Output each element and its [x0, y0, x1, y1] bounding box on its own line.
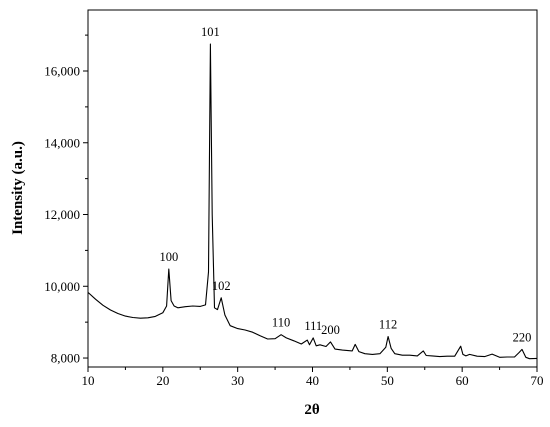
y-tick-label: 8,000	[51, 351, 80, 366]
x-axis: 10 20 30 40 50 60 70	[82, 367, 544, 388]
series-line	[87, 43, 538, 360]
x-tick-label: 40	[306, 373, 319, 388]
x-tick-label: 50	[381, 373, 394, 388]
x-tick-label: 30	[231, 373, 244, 388]
peak-label: 200	[321, 323, 340, 337]
y-tick-label: 16,000	[44, 63, 80, 78]
peak-label: 101	[201, 25, 220, 39]
plot-frame	[87, 9, 538, 368]
y-tick-label: 14,000	[44, 135, 80, 150]
peak-label: 110	[272, 316, 290, 330]
x-axis-title: 2θ	[304, 402, 320, 418]
y-tick-label: 12,000	[44, 207, 80, 222]
peak-label: 100	[159, 250, 178, 264]
y-axis-title: Intensity (a.u.)	[10, 141, 26, 235]
peak-label: 111	[304, 319, 322, 333]
y-axis: 8,000 10,000 12,000 14,000 16,000	[44, 34, 88, 366]
peak-label: 220	[513, 330, 532, 344]
x-tick-label: 70	[531, 373, 544, 388]
y-tick-label: 10,000	[44, 279, 80, 294]
x-tick-label: 60	[456, 373, 469, 388]
peak-label: 112	[379, 318, 397, 332]
peak-label: 102	[212, 279, 231, 293]
x-tick-label: 10	[82, 373, 95, 388]
x-tick-label: 20	[156, 373, 169, 388]
